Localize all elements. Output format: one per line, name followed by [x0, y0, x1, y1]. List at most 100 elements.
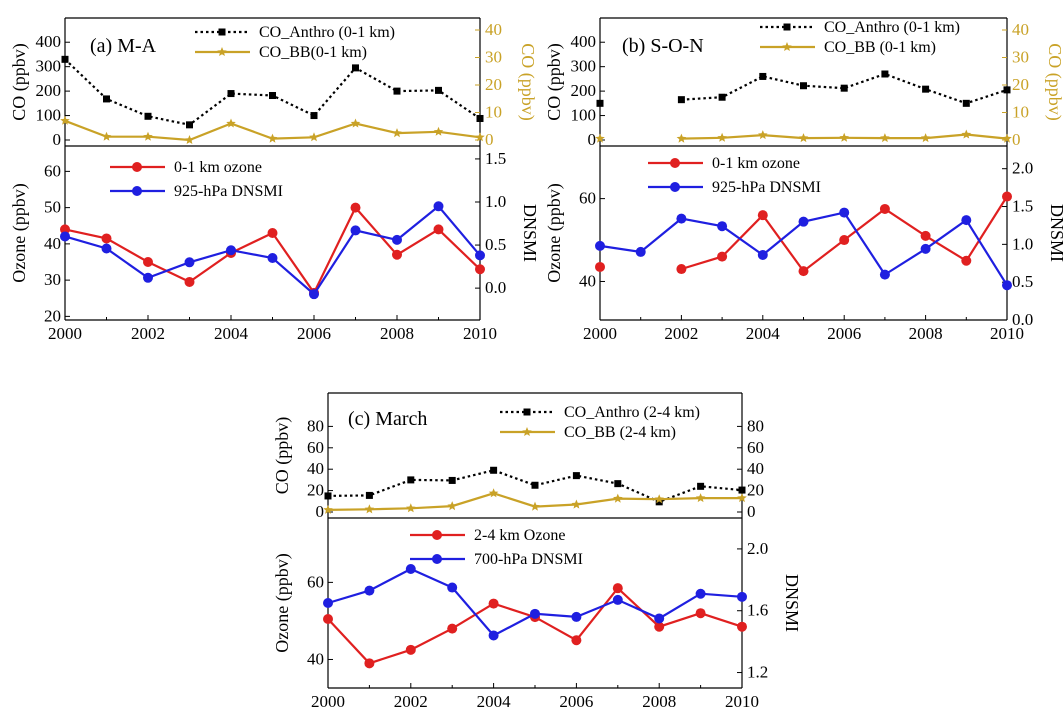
- co-series-0-point: [614, 480, 622, 488]
- co-series-0-point: [922, 85, 930, 93]
- ozone-right-tick-label: 1.0: [485, 192, 506, 211]
- co-right-tick-label: 20: [1012, 75, 1029, 94]
- co-series-0-point: [393, 87, 401, 95]
- ozone-legend-1-swatch-marker: [670, 182, 680, 192]
- ozone-right-tick-label: 2.0: [747, 539, 768, 558]
- co-legend-0-swatch-marker: [218, 28, 226, 36]
- ozone-legend-0-swatch-marker: [132, 162, 142, 172]
- x-tick-label: 2008: [380, 324, 414, 343]
- ozone-right-tick-label: 0.5: [1012, 272, 1033, 291]
- co-left-tick-label: 20: [307, 481, 324, 500]
- co-series-1-point: [920, 133, 931, 143]
- ozone-left-tick-label: 60: [579, 189, 596, 208]
- co-series-1-point: [488, 488, 499, 498]
- co-series-0-point: [697, 482, 705, 490]
- ozone-series-1-point: [143, 272, 153, 283]
- ozone-right-tick-label: 2.0: [1012, 159, 1033, 178]
- ozone-left-tick-label: 30: [44, 270, 61, 289]
- ozone-right-tick-label: 0.0: [485, 278, 506, 297]
- co-right-axis-title: CO (ppbv): [1044, 43, 1064, 121]
- panel-label: (c) March: [348, 408, 427, 430]
- co-legend-1-label: CO_BB (2-4 km): [564, 424, 676, 441]
- co-series-0-point: [531, 481, 539, 489]
- panel-c: 0 20 40 60 80 0 20 40 60 80 CO (ppbv) CO_Anthro (2-…: [272, 392, 802, 711]
- co-left-tick-label: 100: [571, 106, 597, 125]
- ozone-legend-1-label: 925-hPa DNSMI: [174, 183, 283, 200]
- ozone-series-0-point: [143, 257, 153, 267]
- co-series-1-point: [475, 132, 485, 142]
- co-left-tick-label: 40: [307, 459, 324, 478]
- ozone-series-0-point: [392, 249, 402, 260]
- ozone-series-0-point: [595, 261, 605, 272]
- panel-b: 0 100 200 300 400 0 10 20 30 40 CO (ppbv) CO (ppbv)…: [544, 17, 1064, 343]
- co-series-0-point: [738, 486, 746, 494]
- co-series-0-point: [269, 92, 276, 100]
- co-left-tick-label: 0: [316, 502, 325, 521]
- ozone-series-0-point: [60, 224, 70, 235]
- co-right-tick-label: 20: [485, 75, 502, 94]
- ozone-series-1-point: [635, 246, 646, 257]
- ozone-series-0-point: [676, 264, 687, 275]
- co-series-1-point: [595, 133, 605, 143]
- ozone-series-0-point: [1002, 191, 1012, 202]
- co-series-0-line: [681, 72, 1008, 105]
- ozone-right-tick-label: 1.5: [485, 149, 506, 168]
- co-right-tick-label: 40: [1012, 20, 1029, 39]
- co-series-1-point: [654, 494, 664, 504]
- co-legend-1-swatch-marker: [217, 47, 227, 56]
- x-tick-label: 2000: [583, 324, 617, 343]
- co-series-0-point: [476, 114, 484, 122]
- co-legend-0-swatch-marker: [783, 23, 791, 31]
- ozone-series-1-point: [757, 249, 768, 260]
- ozone-series-1-point: [101, 243, 112, 254]
- ozone-series-1-point: [695, 588, 706, 599]
- panel-label: (a) M-A: [90, 35, 157, 57]
- ozone-series-0-point: [447, 623, 458, 634]
- co-left-axis-title: CO (ppbv): [544, 43, 565, 121]
- co-series-1-point: [226, 118, 236, 128]
- co-series-1-point: [737, 493, 747, 503]
- ozone-series-1-point: [530, 608, 540, 619]
- ozone-series-0-point: [433, 224, 444, 235]
- ozone-right-axis-title: DNSMI: [782, 574, 802, 632]
- co-series-1-point: [530, 501, 540, 511]
- co-series-1-point: [758, 130, 768, 140]
- ozone-series-1-point: [184, 257, 195, 268]
- co-series-1-point: [1002, 133, 1012, 143]
- co-series-1-point: [447, 501, 457, 511]
- co-series-1-point: [60, 115, 70, 125]
- ozone-left-axis-title: Ozone (ppbv): [272, 553, 293, 652]
- co-legend-1-label: CO_BB(0-1 km): [259, 44, 367, 61]
- ozone-series-1-point: [1002, 280, 1012, 291]
- ozone-series-1-point: [717, 221, 728, 232]
- co-legend-0-label: CO_Anthro (0-1 km): [259, 24, 395, 41]
- ozone-series-1-point: [447, 582, 458, 593]
- panel-a: 0 100 200 300 400 0 10 20 30 40 CO (ppbv) CO (ppbv)…: [9, 17, 540, 343]
- co-series-1-point: [676, 133, 687, 143]
- ozone-series-0-line: [327, 586, 743, 665]
- co-series-1-point: [101, 131, 112, 141]
- co-series-1-point: [433, 126, 444, 136]
- ozone-series-0-point: [323, 613, 333, 624]
- co-series-0-point: [840, 84, 848, 92]
- ozone-series-1-point: [267, 252, 278, 263]
- ozone-right-tick-label: 1.5: [1012, 197, 1033, 216]
- co-series-0-point: [572, 472, 580, 480]
- x-tick-label: 2008: [642, 692, 676, 711]
- co-right-axis-title: CO (ppbv): [517, 43, 538, 121]
- co-series-0-point: [144, 112, 152, 120]
- ozone-right-tick-label: 1.2: [747, 663, 768, 682]
- co-series-0-point: [310, 112, 318, 120]
- co-right-tick-label: 10: [485, 103, 502, 122]
- co-series-0-point: [227, 90, 235, 98]
- co-right-tick-label: 80: [747, 416, 764, 435]
- co-series-1-point: [613, 493, 623, 503]
- co-left-tick-label: 400: [36, 32, 62, 51]
- co-right-tick-label: 20: [747, 481, 764, 500]
- ozone-series-1-line: [327, 567, 743, 637]
- co-series-1-point: [695, 493, 706, 503]
- ozone-series-1-point: [226, 245, 236, 256]
- co-series-0-point: [61, 55, 69, 63]
- co-right-tick-label: 30: [1012, 48, 1029, 67]
- co-series-0-point: [186, 121, 193, 129]
